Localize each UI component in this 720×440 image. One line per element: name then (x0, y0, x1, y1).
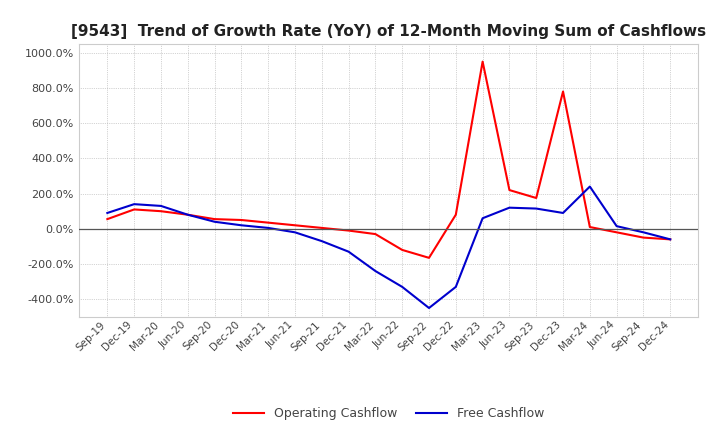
Free Cashflow (210, 219, 219, 224)
Line: Free Cashflow: Free Cashflow (107, 187, 670, 308)
Free Cashflow (478, 216, 487, 221)
Free Cashflow (103, 210, 112, 216)
Free Cashflow (425, 305, 433, 311)
Free Cashflow (344, 249, 353, 254)
Operating Cashflow (291, 223, 300, 228)
Operating Cashflow (103, 216, 112, 222)
Operating Cashflow (559, 89, 567, 94)
Free Cashflow (184, 212, 192, 217)
Free Cashflow (371, 268, 379, 274)
Operating Cashflow (451, 212, 460, 217)
Operating Cashflow (157, 209, 166, 214)
Operating Cashflow (210, 216, 219, 222)
Operating Cashflow (318, 225, 326, 231)
Operating Cashflow (398, 247, 407, 253)
Operating Cashflow (532, 195, 541, 201)
Operating Cashflow (264, 220, 272, 225)
Free Cashflow (237, 223, 246, 228)
Operating Cashflow (478, 59, 487, 64)
Line: Operating Cashflow: Operating Cashflow (107, 62, 670, 258)
Free Cashflow (264, 225, 272, 231)
Free Cashflow (318, 238, 326, 244)
Operating Cashflow (130, 207, 138, 212)
Free Cashflow (291, 230, 300, 235)
Operating Cashflow (237, 217, 246, 223)
Free Cashflow (666, 237, 675, 242)
Legend: Operating Cashflow, Free Cashflow: Operating Cashflow, Free Cashflow (228, 402, 550, 425)
Free Cashflow (639, 230, 648, 235)
Operating Cashflow (371, 231, 379, 237)
Free Cashflow (532, 206, 541, 211)
Free Cashflow (157, 203, 166, 209)
Operating Cashflow (585, 224, 594, 230)
Free Cashflow (505, 205, 514, 210)
Title: [9543]  Trend of Growth Rate (YoY) of 12-Month Moving Sum of Cashflows: [9543] Trend of Growth Rate (YoY) of 12-… (71, 24, 706, 39)
Operating Cashflow (639, 235, 648, 240)
Operating Cashflow (666, 237, 675, 242)
Operating Cashflow (425, 255, 433, 260)
Free Cashflow (130, 202, 138, 207)
Free Cashflow (451, 284, 460, 290)
Operating Cashflow (344, 228, 353, 233)
Free Cashflow (398, 284, 407, 290)
Free Cashflow (559, 210, 567, 216)
Operating Cashflow (184, 212, 192, 217)
Operating Cashflow (505, 187, 514, 193)
Free Cashflow (612, 224, 621, 229)
Operating Cashflow (612, 230, 621, 235)
Free Cashflow (585, 184, 594, 189)
